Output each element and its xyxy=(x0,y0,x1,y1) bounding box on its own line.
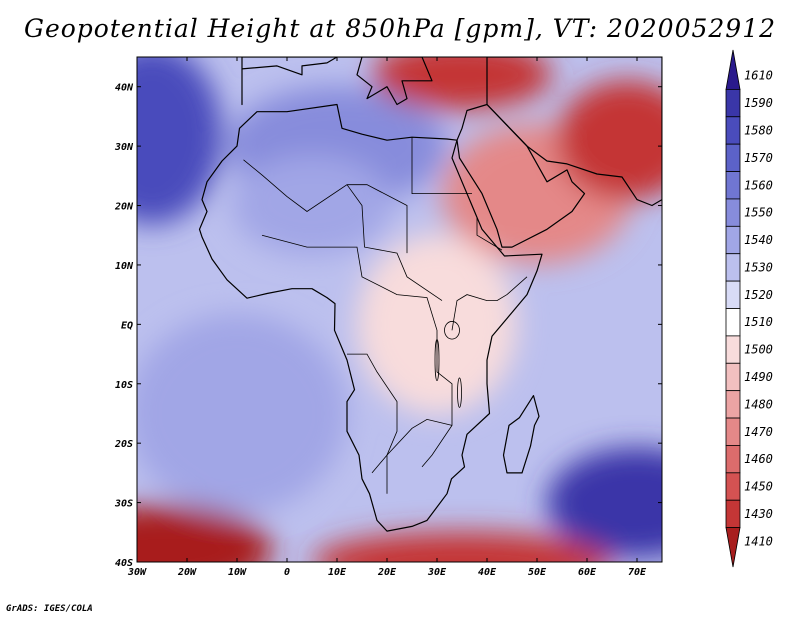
lake-outline xyxy=(434,338,440,382)
country-border xyxy=(451,276,528,331)
colorbar-swatch xyxy=(725,362,741,392)
x-tick-label: 10W xyxy=(228,567,247,578)
x-tick-label: 0 xyxy=(284,567,290,578)
colorbar-label: 1430 xyxy=(744,507,773,521)
plot-frame xyxy=(136,56,663,563)
colorbar-label: 1530 xyxy=(744,260,773,274)
coastlines xyxy=(198,57,662,532)
colorbar-label: 1470 xyxy=(744,425,773,439)
colorbar-swatch xyxy=(725,527,741,568)
height-field xyxy=(137,57,662,562)
colorbar-label: 1510 xyxy=(744,315,773,329)
x-tick-label: 20E xyxy=(377,567,397,578)
country-border xyxy=(243,159,408,254)
colorbar-swatch xyxy=(725,280,741,309)
field-feature-south-atlantic-high xyxy=(137,313,347,514)
colorbar-label: 1560 xyxy=(744,178,773,192)
colorbar-label: 1460 xyxy=(744,452,773,466)
colorbar-swatch xyxy=(725,49,741,90)
field-feature-north-atlantic-azores-high xyxy=(137,57,222,225)
y-tick-label: 40N xyxy=(115,83,134,94)
colorbar-swatch xyxy=(725,198,741,227)
colorbar-label: 1550 xyxy=(744,206,773,220)
y-tick-label: 10N xyxy=(115,261,134,272)
colorbar-swatch xyxy=(725,335,741,364)
colorbar: 1610 1590 1580 1570 1560 1550 1540 1530 1520 1510… xyxy=(725,49,773,568)
x-tick-label: 40E xyxy=(478,567,497,578)
lake-outline xyxy=(457,377,462,408)
colorbar-label: 1540 xyxy=(744,233,773,247)
lake-outline xyxy=(444,321,460,340)
colorbar-swatch xyxy=(725,171,741,200)
x-tick-label: 50E xyxy=(528,567,547,578)
colorbar-label: 1500 xyxy=(744,343,773,357)
y-tick-label: 40S xyxy=(115,558,133,569)
colorbar-label: 1590 xyxy=(744,96,773,110)
country-border xyxy=(371,418,453,474)
colorbar-label: 1450 xyxy=(744,480,773,494)
x-tick-label: 20W xyxy=(177,567,197,578)
country-border xyxy=(261,234,453,468)
y-tick-label: 20N xyxy=(114,202,134,213)
colorbar-label: 1520 xyxy=(744,288,773,302)
y-tick-label: 30N xyxy=(114,142,134,153)
colorbar-label: 1490 xyxy=(744,370,773,384)
colorbar-label: 1570 xyxy=(744,151,773,165)
y-tick-label: 10S xyxy=(115,380,133,391)
europe-coastline xyxy=(241,57,433,106)
field-blobs xyxy=(137,57,662,562)
colorbar-swatch xyxy=(725,445,741,474)
colorbar-swatch xyxy=(725,499,741,529)
colorbar-label: 1610 xyxy=(744,69,773,83)
colorbar-swatch xyxy=(725,417,741,446)
x-tick-label: 30E xyxy=(427,567,447,578)
country-border xyxy=(411,137,472,194)
africa-coastline xyxy=(198,103,543,532)
colorbar-label: 1480 xyxy=(744,397,773,411)
grads-credit: GrADS: IGES/COLA xyxy=(6,604,93,614)
x-tick-label: 30W xyxy=(127,567,147,578)
field-feature-sahara-heat-low-edge xyxy=(232,155,392,256)
colorbar-swatch xyxy=(725,472,741,501)
country-border xyxy=(476,217,503,251)
colorbar-swatch xyxy=(725,390,741,419)
colorbar-label: 1580 xyxy=(744,123,773,137)
field-feature-indian-ocean-high xyxy=(547,447,662,558)
field-feature-equatorial-east-africa xyxy=(357,234,517,415)
field-feature-turkey-low xyxy=(372,57,552,110)
colorbar-swatch xyxy=(725,143,741,172)
x-tick-label: 10E xyxy=(328,567,347,578)
madagascar-coastline xyxy=(502,395,540,474)
axes: 30W 20W 10W 0 10E 20E 30E 40E 50E 60E 70E 40N 30N 20N… xyxy=(114,57,662,578)
field-feature-south-atlantic-trough xyxy=(137,505,272,562)
country-border xyxy=(347,353,398,494)
y-tick-label: 30S xyxy=(114,499,133,510)
x-tick-label: 70E xyxy=(628,567,647,578)
y-tick-label: EQ xyxy=(121,320,133,331)
colorbar-swatch xyxy=(725,253,741,282)
colorbar-label: 1410 xyxy=(744,534,773,548)
chart-title: Geopotential Height at 850hPa [gpm], VT:… xyxy=(23,14,777,43)
y-tick-label: 20S xyxy=(114,439,133,450)
x-tick-label: 60E xyxy=(578,567,597,578)
colorbar-swatch xyxy=(725,116,741,145)
colorbar-swatch xyxy=(725,225,741,255)
colorbar-swatch xyxy=(725,88,741,118)
asia-coastline xyxy=(486,57,662,207)
field-feature-southern-ocean-trough xyxy=(312,532,612,562)
country-border xyxy=(346,184,443,301)
colorbar-swatch xyxy=(725,308,741,337)
field-feature-iran-pakistan-low xyxy=(557,80,662,201)
